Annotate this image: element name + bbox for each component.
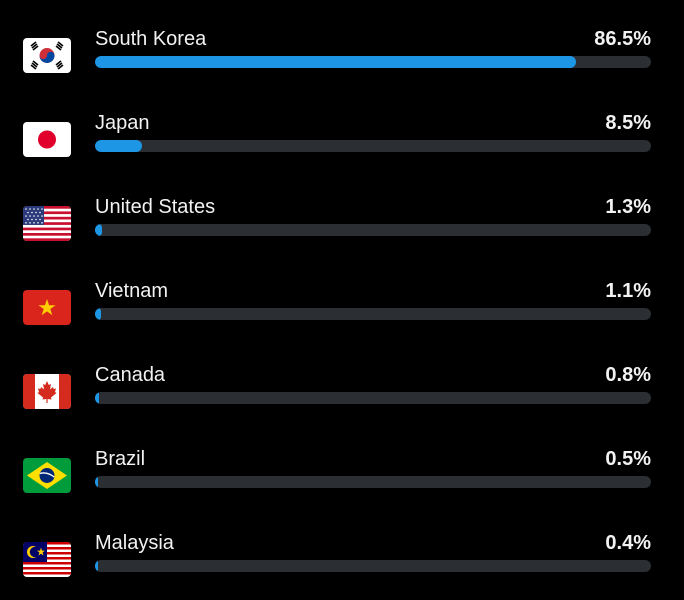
progress-fill <box>95 140 143 152</box>
progress-fill <box>95 476 98 488</box>
flag-vietnam-icon <box>23 290 71 325</box>
progress-track <box>95 224 651 236</box>
list-item: Japan 8.5% <box>0 84 684 168</box>
country-name: Vietnam <box>95 280 169 302</box>
country-percent: 86.5% <box>594 28 651 50</box>
flag-malaysia-icon <box>23 542 71 577</box>
list-item: Vietnam 1.1% <box>0 252 684 336</box>
progress-track <box>95 392 651 404</box>
progress-fill <box>95 392 100 404</box>
progress-fill <box>95 56 576 68</box>
country-percent: 0.5% <box>605 448 651 470</box>
list-item: Brazil 0.5% <box>0 420 684 504</box>
country-percent: 0.4% <box>605 532 651 554</box>
progress-track <box>95 140 651 152</box>
progress-fill <box>95 224 103 236</box>
country-percent: 1.1% <box>605 280 651 302</box>
country-name: Japan <box>95 112 150 134</box>
country-name: Canada <box>95 364 166 386</box>
flag-brazil-icon <box>23 458 71 493</box>
flag-japan-icon <box>23 122 71 157</box>
progress-fill <box>95 560 98 572</box>
progress-track <box>95 56 651 68</box>
progress-track <box>95 308 651 320</box>
list-item: United States 1.3% <box>0 168 684 252</box>
list-item: Canada 0.8% <box>0 336 684 420</box>
country-percent: 1.3% <box>605 196 651 218</box>
progress-fill <box>95 308 102 320</box>
flag-south-korea-icon <box>23 38 71 73</box>
country-name: Brazil <box>95 448 146 470</box>
country-percent: 8.5% <box>605 112 651 134</box>
list-item: Malaysia 0.4% <box>0 504 684 588</box>
country-name: South Korea <box>95 28 207 50</box>
flag-united-states-icon <box>23 206 71 241</box>
flag-canada-icon <box>23 374 71 409</box>
country-percent: 0.8% <box>605 364 651 386</box>
progress-track <box>95 560 651 572</box>
country-name: United States <box>95 196 216 218</box>
list-item: South Korea 86.5% <box>0 0 684 84</box>
country-name: Malaysia <box>95 532 174 554</box>
progress-track <box>95 476 651 488</box>
